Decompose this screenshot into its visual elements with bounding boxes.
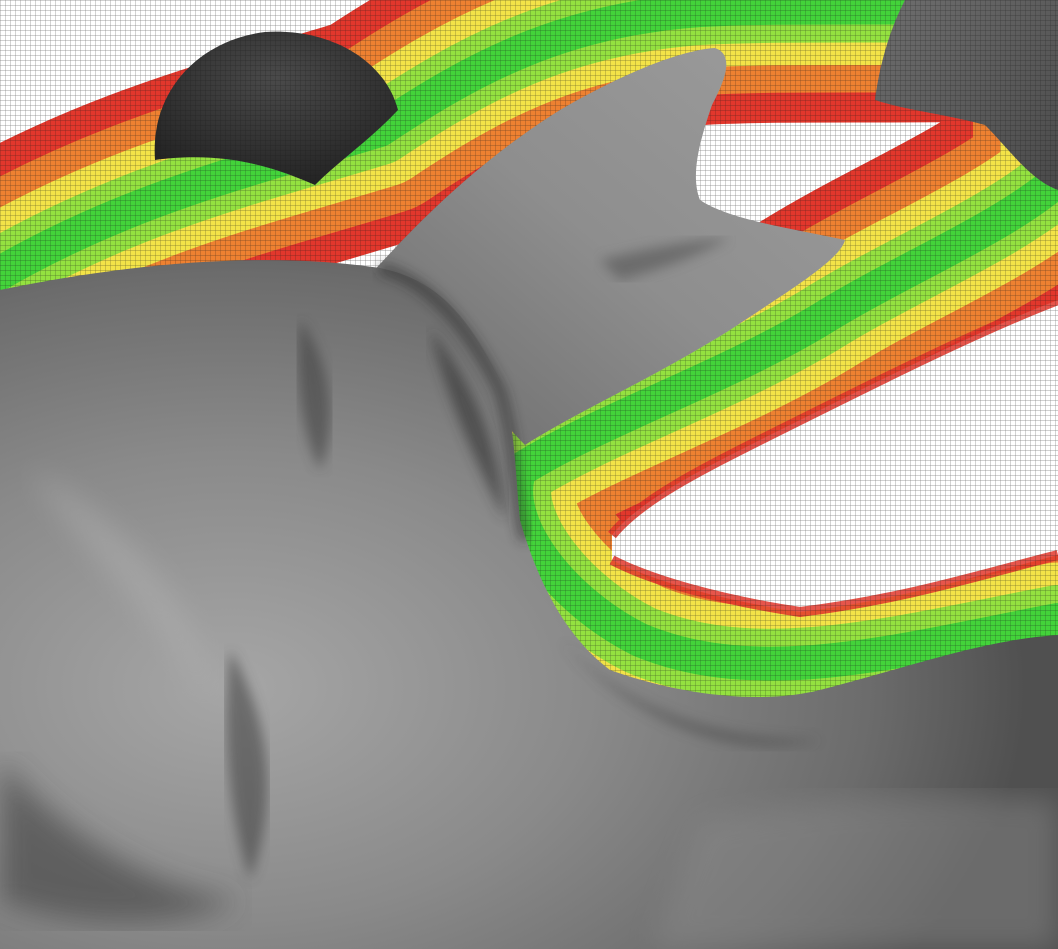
surface-body-shading [0, 320, 1058, 949]
surface-crease [378, 263, 530, 542]
surface-ear-shadow [600, 238, 730, 280]
surface-ear [370, 48, 845, 445]
